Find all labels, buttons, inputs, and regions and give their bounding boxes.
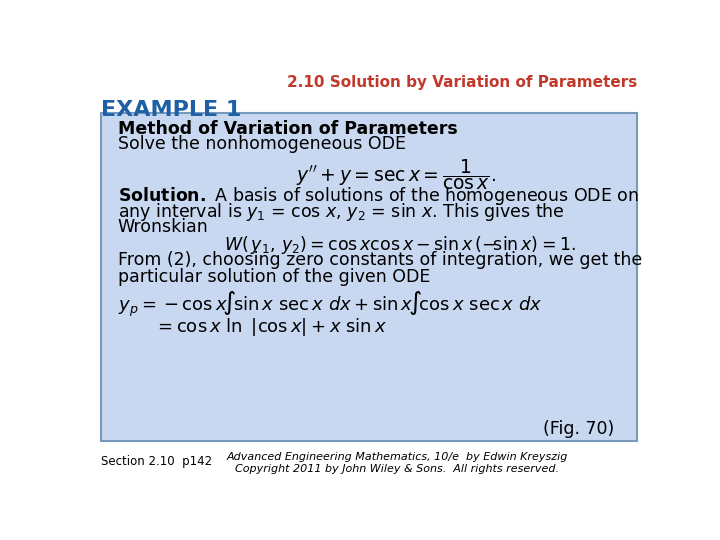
Text: Wronskian: Wronskian [118,218,209,236]
Text: 2.10 Solution by Variation of Parameters: 2.10 Solution by Variation of Parameters [287,75,637,90]
Text: Section 2.10  p142: Section 2.10 p142 [101,455,212,468]
Text: Method of Variation of Parameters: Method of Variation of Parameters [118,120,458,138]
Text: $= \cos x\ \ln\ |\cos x| + x\ \sin x$: $= \cos x\ \ln\ |\cos x| + x\ \sin x$ [154,316,387,339]
Text: Solve the nonhomogeneous ODE: Solve the nonhomogeneous ODE [118,136,406,153]
Text: $W(\, y_1,\, y_2) = \cos x \cos x - \sin x \,(-\!\sin x) = 1.$: $W(\, y_1,\, y_2) = \cos x \cos x - \sin… [224,234,576,256]
Text: particular solution of the given ODE: particular solution of the given ODE [118,268,431,286]
Text: Advanced Engineering Mathematics, 10/e  by Edwin Kreyszig: Advanced Engineering Mathematics, 10/e b… [226,453,567,462]
Text: $y'' + y = \sec x = \dfrac{1}{\cos x}.$: $y'' + y = \sec x = \dfrac{1}{\cos x}.$ [297,157,497,192]
Text: Copyright 2011 by John Wiley & Sons.  All rights reserved.: Copyright 2011 by John Wiley & Sons. All… [235,464,559,474]
Text: From (2), choosing zero constants of integration, we get the: From (2), choosing zero constants of int… [118,251,642,269]
Text: $y_p = -\cos x\!\int\!\sin x\ \sec x\ dx + \sin x\!\int\!\cos x\ \sec x\ dx$: $y_p = -\cos x\!\int\!\sin x\ \sec x\ dx… [118,289,543,319]
Text: $\mathit{\mathbf{Solution.}}$ A basis of solutions of the homogeneous ODE on: $\mathit{\mathbf{Solution.}}$ A basis of… [118,185,639,207]
FancyBboxPatch shape [101,113,637,441]
Text: any interval is $y_1$ = cos $x$, $y_2$ = sin $x$. This gives the: any interval is $y_1$ = cos $x$, $y_2$ =… [118,201,564,223]
Text: (Fig. 70): (Fig. 70) [544,420,615,438]
Text: EXAMPLE 1: EXAMPLE 1 [101,100,241,120]
